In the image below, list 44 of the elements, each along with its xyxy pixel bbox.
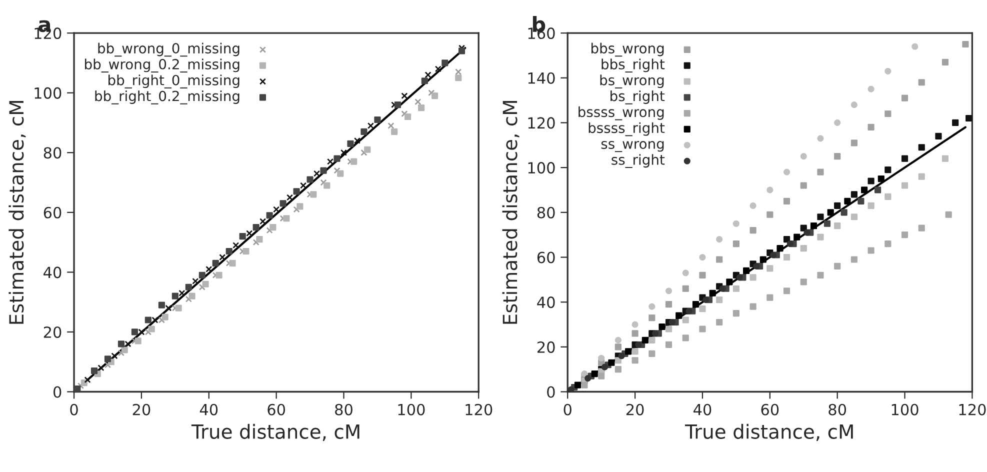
x-tick-label: 60	[761, 404, 779, 416]
x-tick-label: 100	[398, 404, 425, 416]
y-tick-label: 0	[547, 386, 555, 398]
legend-label: bb_wrong_0_missing	[98, 42, 240, 57]
y-tick-label: 20	[44, 326, 62, 338]
y-tick-label: 80	[537, 206, 555, 218]
y-axis-title: Estimated distance, cM	[8, 100, 26, 324]
y-tick-label: 60	[537, 252, 555, 264]
y-tick-label: 100	[34, 87, 62, 99]
y-tick-label: 40	[44, 266, 62, 278]
y-tick-label: 0	[54, 386, 62, 398]
y-tick-label: 140	[528, 72, 555, 84]
legend-label: bbs_right	[602, 58, 665, 72]
y-tick-label: 120	[528, 117, 555, 129]
y-tick-label: 40	[537, 296, 555, 308]
legend-label: bssss_right	[588, 122, 665, 136]
x-tick-label: 100	[892, 404, 918, 416]
x-axis-title: True distance, cM	[685, 424, 853, 441]
x-tick-label: 0	[70, 404, 78, 416]
legend-label: bb_wrong_0.2_missing	[85, 58, 240, 72]
x-tick-label: 0	[564, 404, 572, 416]
legend-label: bs_right	[610, 90, 665, 104]
x-tick-label: 20	[132, 404, 150, 416]
x-axis-title: True distance, cM	[191, 424, 360, 441]
legend-label: bb_right_0.2_missing	[95, 90, 240, 104]
x-tick-label: 80	[828, 404, 846, 416]
x-tick-label: 40	[694, 404, 712, 416]
y-tick-label: 80	[44, 147, 62, 159]
legend-label: bssss_wrong	[578, 106, 664, 120]
y-tick-label: 100	[528, 162, 555, 174]
x-tick-label: 120	[959, 404, 986, 416]
legend-label: bb_right_0_missing	[108, 74, 240, 88]
y-tick-label: 20	[537, 341, 555, 353]
legend-label: ss_right	[612, 154, 665, 168]
legend-label: bbs_wrong	[591, 42, 664, 57]
x-tick-label: 20	[626, 404, 644, 416]
legend-label: ss_wrong	[601, 141, 664, 152]
x-tick-label: 120	[466, 404, 492, 416]
x-tick-label: 40	[200, 404, 218, 416]
y-tick-label: 60	[44, 206, 62, 218]
x-tick-label: 80	[335, 404, 352, 416]
legend-label: bs_wrong	[600, 74, 664, 88]
y-axis-title: Estimated distance, cM	[502, 100, 520, 324]
x-tick-label: 60	[268, 404, 286, 416]
